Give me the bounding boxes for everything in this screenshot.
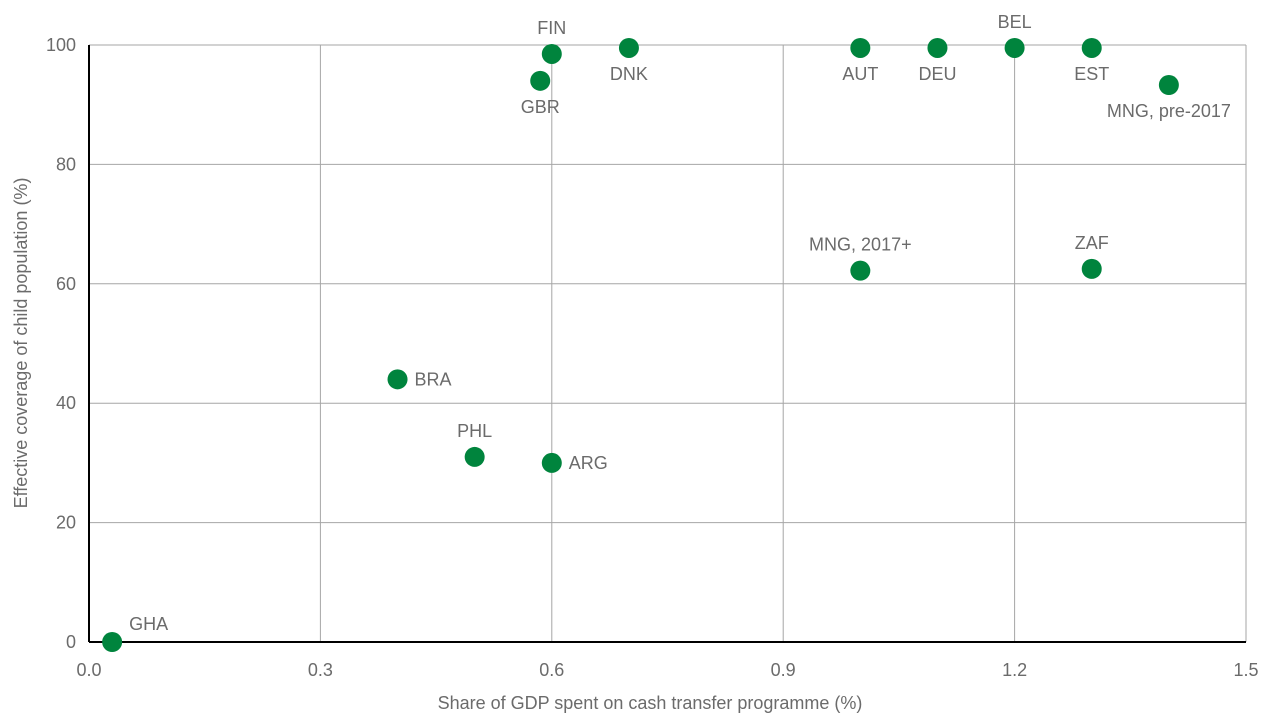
data-point [1081, 37, 1102, 58]
y-tick-label: 40 [56, 393, 76, 413]
data-point [541, 43, 562, 64]
data-points [102, 37, 1179, 652]
data-point [927, 37, 948, 58]
y-tick-label: 80 [56, 154, 76, 174]
axes [88, 45, 1246, 643]
point-label: MNG, 2017+ [809, 235, 912, 255]
point-label: PHL [457, 421, 492, 441]
x-tick-label: 1.5 [1233, 660, 1258, 680]
tick-labels: 0.0 0.3 0.6 0.9 1.2 1.5 0 20 40 60 80 100 [46, 35, 1259, 680]
point-label: MNG, pre-2017 [1107, 101, 1231, 121]
y-tick-label: 0 [66, 632, 76, 652]
y-axis-title: Effective coverage of child population (… [11, 178, 31, 509]
data-point [850, 37, 871, 58]
data-point [530, 70, 551, 91]
y-tick-label: 60 [56, 274, 76, 294]
point-label: ARG [569, 453, 608, 473]
point-label: GBR [521, 97, 560, 117]
point-label: DEU [918, 64, 956, 84]
y-tick-label: 100 [46, 35, 76, 55]
data-point [102, 632, 123, 652]
point-label: BRA [415, 369, 452, 389]
data-point [618, 37, 639, 58]
x-tick-label: 0.0 [76, 660, 101, 680]
point-labels: GHA BRA PHL ARG GBR FIN DNK AUT DEU BEL EST MNG, pr… [129, 12, 1231, 634]
data-point [464, 446, 485, 467]
point-label: ZAF [1075, 233, 1109, 253]
point-label: AUT [842, 64, 878, 84]
data-point [1158, 74, 1179, 95]
point-label: DNK [610, 64, 648, 84]
data-point [1004, 37, 1025, 58]
data-point [1081, 258, 1102, 279]
data-point [387, 369, 408, 390]
data-point [850, 260, 871, 281]
x-tick-label: 0.9 [771, 660, 796, 680]
grid [89, 44, 1247, 642]
x-tick-label: 0.3 [308, 660, 333, 680]
point-label: EST [1074, 64, 1109, 84]
point-label: FIN [537, 18, 566, 38]
x-tick-label: 1.2 [1002, 660, 1027, 680]
x-tick-label: 0.6 [539, 660, 564, 680]
x-axis-title: Share of GDP spent on cash transfer prog… [438, 693, 863, 713]
y-tick-label: 20 [56, 513, 76, 533]
point-label: BEL [998, 12, 1032, 32]
data-point [541, 452, 562, 473]
point-label: GHA [129, 614, 168, 634]
